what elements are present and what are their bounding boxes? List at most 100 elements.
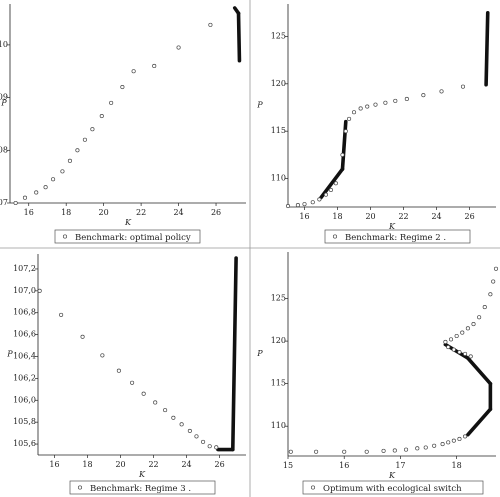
x-tick-label: 24 [181, 460, 191, 469]
data-point [358, 106, 363, 111]
data-point [392, 448, 397, 453]
data-point [493, 266, 499, 271]
data-point [130, 380, 135, 385]
y-axis-label: P [256, 349, 263, 358]
x-tick-label: 18 [452, 461, 462, 470]
data-point [432, 443, 437, 448]
data-point [482, 305, 487, 310]
x-tick-label: 26 [214, 460, 224, 469]
x-tick-label: 24 [431, 212, 441, 221]
data-point [364, 449, 369, 454]
y-tick-label: 125 [271, 31, 286, 40]
legend-marker [77, 485, 83, 490]
data-point [295, 203, 300, 208]
y-tick-label: 110 [0, 40, 8, 49]
data-point [323, 192, 329, 197]
panel-regime-2: 16 18 20 22 24 26 110 115 120 125 K P Benchmark: Reg… [256, 4, 496, 244]
data-point [460, 84, 466, 89]
data-point [342, 449, 347, 454]
legend-label: Optimum with ecological switch [323, 484, 462, 494]
y-tick-label: 115 [271, 379, 286, 388]
y-tick-label: 110 [271, 421, 286, 430]
data-point [152, 63, 157, 69]
panel-optimal-policy: 16 18 20 22 24 26 107 108 109 110 K P Benchmark: opt… [0, 4, 246, 244]
data-point [207, 444, 212, 449]
data-point [328, 187, 333, 192]
data-point [288, 449, 293, 454]
data-point [51, 177, 56, 182]
data-point [468, 354, 473, 359]
data-point [373, 102, 378, 107]
data-point [443, 339, 448, 345]
dense-point-run [484, 10, 490, 87]
y-tick-label: 107 [0, 198, 8, 207]
x-tick-label: 20 [99, 208, 109, 217]
data-point [351, 110, 357, 115]
y-tick-label: 106,4 [13, 352, 36, 361]
data-point [317, 197, 322, 202]
data-point [421, 93, 426, 98]
data-point [179, 422, 184, 427]
data-point [393, 98, 398, 103]
data-point [365, 104, 370, 109]
x-axis-label: K [388, 222, 396, 231]
data-point [99, 113, 104, 119]
x-tick-label: 20 [115, 460, 125, 469]
y-tick-label: 105,6 [13, 439, 36, 448]
x-tick-label: 16 [49, 460, 59, 469]
data-point [82, 137, 87, 142]
y-tick-label: 106,0 [13, 395, 36, 404]
data-point [116, 368, 121, 373]
x-tick-label: 26 [211, 208, 221, 217]
data-point [439, 89, 444, 94]
y-tick-label: 120 [271, 336, 286, 345]
data-point [440, 442, 445, 447]
y-tick-label: 110 [271, 174, 286, 183]
data-point [34, 190, 39, 195]
x-tick-label: 22 [148, 460, 158, 469]
data-point [446, 440, 451, 445]
data-point [194, 434, 199, 439]
data-point [100, 353, 105, 358]
y-tick-label: 109 [0, 93, 8, 102]
legend-label: Benchmark: optimal policy [75, 233, 191, 243]
y-tick-label: 115 [271, 126, 286, 135]
y-tick-label: 125 [271, 294, 286, 303]
data-point [120, 85, 125, 90]
x-tick-label: 20 [365, 212, 375, 221]
data-point [43, 185, 48, 190]
data-point [208, 22, 213, 27]
data-point [381, 448, 386, 453]
y-axis-label: P [6, 350, 13, 359]
y-tick-label: 108 [0, 145, 8, 154]
legend-box [324, 229, 471, 244]
data-point [343, 129, 348, 134]
panel-regime-3: 16 18 20 22 24 26 105,6 105,8 106,0 106,2 106,4 106… [6, 254, 246, 495]
data-point [333, 181, 338, 186]
panel-ecological-switch: 15 16 17 18 110 115 120 125 K P Optimum with ecolo… [256, 252, 499, 495]
y-tick-label: 107,0 [13, 286, 36, 295]
data-point [404, 96, 409, 102]
data-point [60, 169, 65, 174]
data-point [340, 152, 345, 157]
y-tick-label: 120 [271, 79, 286, 88]
x-tick-label: 18 [332, 212, 342, 221]
x-axis-label: K [124, 218, 132, 227]
data-point [347, 116, 352, 121]
data-point [80, 334, 85, 339]
x-tick-label: 16 [299, 212, 309, 221]
x-tick-label: 24 [173, 208, 183, 217]
data-point [22, 195, 28, 200]
y-axis-label: P [0, 99, 7, 108]
dense-point-run [466, 356, 493, 386]
dense-point-run [319, 167, 345, 200]
data-point [90, 127, 95, 132]
data-point [423, 445, 428, 450]
data-point [446, 345, 451, 350]
dense-point-run [236, 11, 242, 63]
x-axis-label: K [138, 470, 146, 479]
data-point [37, 288, 42, 293]
data-point [302, 202, 307, 207]
data-point [214, 445, 219, 450]
